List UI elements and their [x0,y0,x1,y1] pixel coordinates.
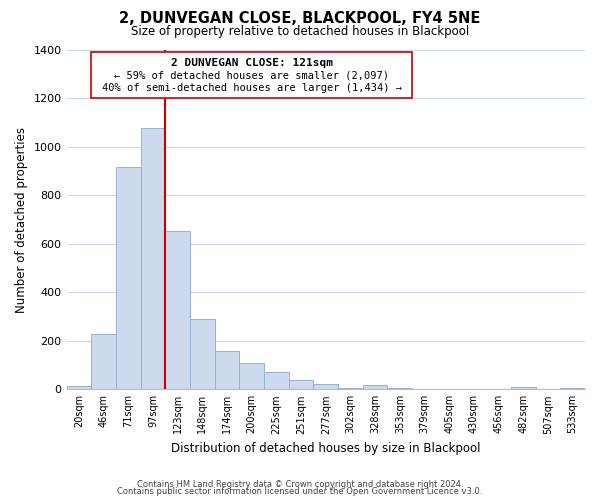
Bar [511,387,536,390]
X-axis label: Distribution of detached houses by size in Blackpool: Distribution of detached houses by size … [171,442,481,455]
Text: Contains public sector information licensed under the Open Government Licence v3: Contains public sector information licen… [118,487,482,496]
Bar [388,388,412,390]
Bar [116,167,140,390]
Bar [264,372,289,390]
Bar [289,380,313,390]
Text: ← 59% of detached houses are smaller (2,097): ← 59% of detached houses are smaller (2,… [114,70,389,81]
Bar [363,385,388,390]
Bar [190,319,215,390]
Bar [338,388,363,390]
Bar [140,128,165,390]
Bar [91,334,116,390]
Y-axis label: Number of detached properties: Number of detached properties [15,126,28,312]
Bar [239,364,264,390]
FancyBboxPatch shape [91,52,412,98]
Text: 2, DUNVEGAN CLOSE, BLACKPOOL, FY4 5NE: 2, DUNVEGAN CLOSE, BLACKPOOL, FY4 5NE [119,11,481,26]
Bar [165,230,190,390]
Text: Contains HM Land Registry data © Crown copyright and database right 2024.: Contains HM Land Registry data © Crown c… [137,480,463,489]
Bar [560,388,585,390]
Bar [215,351,239,390]
Text: 40% of semi-detached houses are larger (1,434) →: 40% of semi-detached houses are larger (… [102,83,402,93]
Text: Size of property relative to detached houses in Blackpool: Size of property relative to detached ho… [131,25,469,38]
Bar [313,384,338,390]
Text: 2 DUNVEGAN CLOSE: 121sqm: 2 DUNVEGAN CLOSE: 121sqm [171,58,333,68]
Bar [67,386,91,390]
